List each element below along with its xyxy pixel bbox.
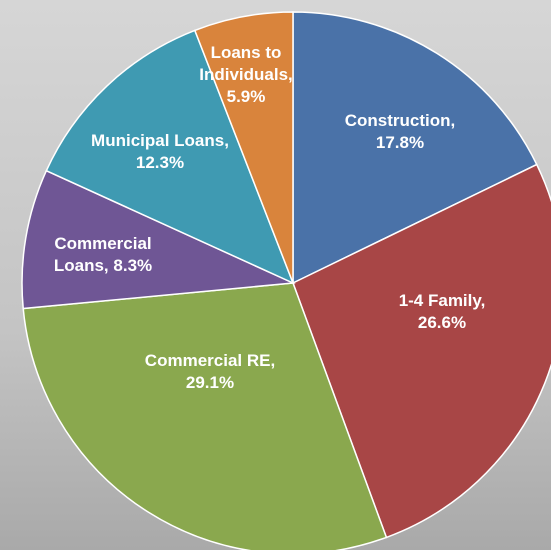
slice-label: Loans to Individuals, 5.9% xyxy=(191,35,301,115)
pie-slice xyxy=(21,169,296,310)
category-label: Loans to Individuals, xyxy=(199,42,293,84)
slice-label: 1-4 Family, 26.6% xyxy=(377,272,507,352)
category-label: 1-4 Family, xyxy=(398,290,486,310)
value-label: 12.3% xyxy=(135,153,185,172)
pie-slice xyxy=(292,163,551,539)
slice-label: Municipal Loans, 12.3% xyxy=(85,112,235,192)
label-text: 1-4 Family, 26.6% xyxy=(377,290,507,334)
category-label: Commercial RE, xyxy=(144,350,276,370)
slice-label: Commercial RE, 29.1% xyxy=(135,332,285,412)
label-text: Commercial Loans, 8.3% xyxy=(33,233,173,277)
label-text: Commercial RE, 29.1% xyxy=(135,350,285,394)
slice-label: Commercial Loans, 8.3% xyxy=(33,215,173,295)
pie-slice xyxy=(45,29,295,285)
value-label: 26.6% xyxy=(417,313,467,332)
value-label: 17.8% xyxy=(375,133,425,152)
label-box: 1-4 Family, 26.6% xyxy=(377,272,507,352)
label-box: Commercial Loans, 8.3% xyxy=(33,215,173,295)
slice-label: Construction, 17.8% xyxy=(320,92,480,172)
pie-slice xyxy=(193,11,294,284)
label-box: Municipal Loans, 12.3% xyxy=(85,112,235,192)
label-box: Loans to Individuals, 5.9% xyxy=(191,35,301,115)
label-box: Commercial RE, 29.1% xyxy=(135,332,285,412)
category-label: Commercial Loans, xyxy=(53,233,152,275)
label-text: Loans to Individuals, 5.9% xyxy=(191,42,301,108)
value-label: 5.9% xyxy=(226,87,266,107)
category-label: Construction, xyxy=(344,110,456,130)
label-text: Municipal Loans, 12.3% xyxy=(85,130,235,174)
label-text: Construction, 17.8% xyxy=(320,110,480,154)
pie-slice xyxy=(292,11,538,285)
label-box: Construction, 17.8% xyxy=(320,92,480,172)
value-label: 29.1% xyxy=(185,373,235,392)
pie-slice xyxy=(22,282,388,550)
value-label: 8.3% xyxy=(113,256,153,275)
category-label: Municipal Loans, xyxy=(91,130,229,150)
